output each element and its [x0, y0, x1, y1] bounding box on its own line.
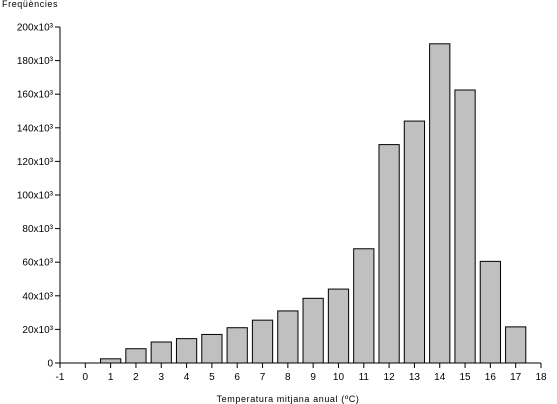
- bar-14: [429, 43, 451, 364]
- bar-17: [505, 326, 527, 364]
- x-tick-label: 2: [133, 372, 139, 383]
- y-tick-label: 140x10³: [17, 123, 54, 134]
- y-tick-label: 100x10³: [17, 191, 54, 202]
- bar-8: [277, 310, 299, 364]
- y-axis-title: Freqüències: [2, 0, 58, 9]
- x-axis-title: Temperatura mitjana anual (ºC): [217, 394, 360, 404]
- bar-7: [251, 319, 274, 364]
- x-tick-label: 10: [333, 372, 345, 383]
- x-tick-label: 17: [510, 372, 522, 383]
- x-tick-label: 12: [384, 372, 396, 383]
- x-tick-label: 3: [158, 372, 164, 383]
- bar-16: [479, 260, 501, 364]
- bar-5: [201, 333, 223, 364]
- y-ticks-group: 0 20x10³ 40x10³ 60x10³ 80x10³ 100x10³ 120x10³ 1…: [17, 23, 60, 370]
- y-tick-label: 0: [47, 359, 53, 370]
- y-tick-label: 60x10³: [22, 258, 53, 269]
- bar-9: [302, 297, 324, 364]
- y-tick-label: 200x10³: [17, 23, 54, 34]
- bar-6: [226, 327, 248, 364]
- x-tick-label: 6: [234, 372, 240, 383]
- y-tick-label: 80x10³: [22, 224, 53, 235]
- bar-10: [327, 288, 350, 364]
- bar-3: [150, 341, 172, 364]
- x-tick-label: 5: [209, 372, 215, 383]
- bar-15: [454, 89, 476, 364]
- y-tick-label: 120x10³: [17, 157, 54, 168]
- bar-13: [403, 120, 426, 364]
- x-tick-label: -1: [56, 372, 65, 383]
- x-tick-label: 11: [359, 372, 370, 383]
- bar-2: [125, 348, 147, 364]
- bar-4: [175, 338, 198, 364]
- y-tick-label: 160x10³: [17, 90, 54, 101]
- y-tick-label: 180x10³: [17, 56, 54, 67]
- x-tick-label: 16: [485, 372, 497, 383]
- bar-1: [100, 358, 122, 364]
- x-tick-label: 13: [409, 372, 421, 383]
- x-ticks-group: -1 0 1 2 3 4 5 6 7 8 9 10 11 12 13 14 15 16 17 18: [56, 363, 547, 383]
- y-tick-label: 40x10³: [22, 291, 53, 302]
- bar-11: [353, 248, 375, 364]
- x-tick-label: 0: [83, 372, 89, 383]
- x-tick-label: 7: [260, 372, 266, 383]
- x-tick-label: 14: [434, 372, 446, 383]
- x-tick-label: 4: [184, 372, 190, 383]
- bar-12: [378, 144, 400, 364]
- bars-group: [100, 43, 527, 364]
- x-tick-label: 1: [108, 372, 114, 383]
- x-tick-label: 9: [310, 372, 316, 383]
- x-tick-label: 18: [535, 372, 547, 383]
- y-tick-label: 20x10³: [22, 325, 53, 336]
- x-tick-label: 15: [459, 372, 471, 383]
- x-tick-label: 8: [285, 372, 291, 383]
